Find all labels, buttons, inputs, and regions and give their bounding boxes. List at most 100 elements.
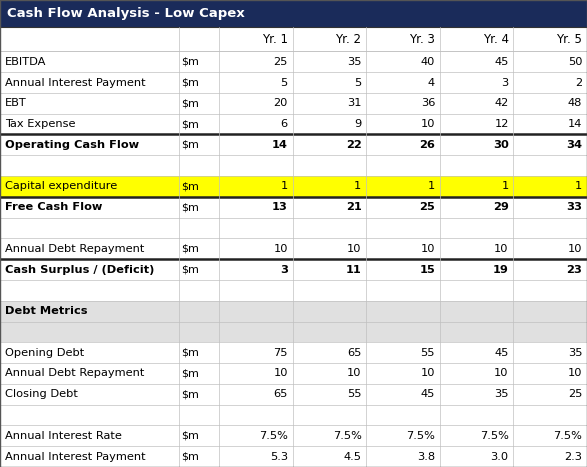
Text: 4.5: 4.5 [343,452,362,461]
Text: 7.5%: 7.5% [406,431,435,441]
Text: $m: $m [181,431,199,441]
Text: Annual Debt Repayment: Annual Debt Repayment [5,244,144,254]
Text: 35: 35 [494,389,509,399]
Text: Capital expenditure: Capital expenditure [5,182,117,191]
Text: Annual Debt Repayment: Annual Debt Repayment [5,368,144,378]
Text: 40: 40 [421,57,435,67]
Text: Debt Metrics: Debt Metrics [5,306,87,316]
Text: 7.5%: 7.5% [554,431,582,441]
Text: 1: 1 [428,182,435,191]
Text: Closing Debt: Closing Debt [5,389,77,399]
Text: $m: $m [181,140,199,150]
Text: Tax Expense: Tax Expense [5,119,75,129]
Bar [0,134,587,155]
Text: $m: $m [181,57,199,67]
Text: 10: 10 [420,119,435,129]
Text: 10: 10 [568,244,582,254]
Text: Free Cash Flow: Free Cash Flow [5,202,102,212]
Text: 10: 10 [347,368,362,378]
Text: 35: 35 [568,348,582,358]
Text: 10: 10 [274,368,288,378]
Text: 10: 10 [420,368,435,378]
Text: 3.8: 3.8 [417,452,435,461]
Text: $m: $m [181,389,199,399]
Text: 14: 14 [272,140,288,150]
Text: 11: 11 [346,265,362,275]
Text: 25: 25 [274,57,288,67]
Text: Opening Debt: Opening Debt [5,348,84,358]
Text: 5: 5 [354,78,362,87]
Text: 42: 42 [494,99,509,108]
Text: EBT: EBT [5,99,26,108]
Text: 9: 9 [354,119,362,129]
Text: 35: 35 [347,57,362,67]
Bar [0,322,587,342]
Bar [0,342,587,363]
Text: 31: 31 [347,99,362,108]
Text: EBITDA: EBITDA [5,57,46,67]
Text: 1: 1 [501,182,509,191]
Text: 45: 45 [494,57,509,67]
Text: 34: 34 [566,140,582,150]
Text: $m: $m [181,99,199,108]
Text: 65: 65 [274,389,288,399]
Text: 14: 14 [568,119,582,129]
Text: 4: 4 [428,78,435,87]
Text: 12: 12 [494,119,509,129]
Bar [0,176,587,197]
Text: 21: 21 [346,202,362,212]
Text: 10: 10 [347,244,362,254]
Bar [0,425,587,446]
Text: 6: 6 [281,119,288,129]
Text: $m: $m [181,78,199,87]
Text: 2: 2 [575,78,582,87]
Bar [0,363,587,384]
Text: 22: 22 [346,140,362,150]
Text: $m: $m [181,452,199,461]
Bar [0,280,587,301]
Text: 25: 25 [568,389,582,399]
Text: 2.3: 2.3 [564,452,582,461]
Text: 7.5%: 7.5% [259,431,288,441]
Bar [0,404,587,425]
Text: $m: $m [181,182,199,191]
Text: 5: 5 [281,78,288,87]
Text: 3: 3 [280,265,288,275]
Bar [0,218,587,239]
Text: 33: 33 [566,202,582,212]
Text: Operating Cash Flow: Operating Cash Flow [5,140,139,150]
Text: 45: 45 [494,348,509,358]
Bar [0,197,587,218]
Text: $m: $m [181,202,199,212]
Text: Cash Flow Analysis - Low Capex: Cash Flow Analysis - Low Capex [7,7,245,20]
Text: 7.5%: 7.5% [480,431,509,441]
Text: 10: 10 [494,368,509,378]
Text: 5.3: 5.3 [270,452,288,461]
Bar [0,27,587,51]
Text: Annual Interest Payment: Annual Interest Payment [5,452,146,461]
Text: 65: 65 [347,348,362,358]
Bar [0,301,587,322]
Bar [0,72,587,93]
Bar [0,0,587,27]
Text: $m: $m [181,244,199,254]
Text: $m: $m [181,368,199,378]
Text: 1: 1 [354,182,362,191]
Bar [0,384,587,404]
Text: 25: 25 [419,202,435,212]
Text: 10: 10 [568,368,582,378]
Text: 48: 48 [568,99,582,108]
Text: Annual Interest Rate: Annual Interest Rate [5,431,122,441]
Text: 10: 10 [274,244,288,254]
Text: 45: 45 [421,389,435,399]
Text: 75: 75 [274,348,288,358]
Bar [0,446,587,467]
Text: 1: 1 [575,182,582,191]
Text: 1: 1 [281,182,288,191]
Text: 29: 29 [493,202,509,212]
Text: 55: 55 [420,348,435,358]
Text: Yr. 1: Yr. 1 [262,33,288,46]
Text: Cash Surplus / (Deficit): Cash Surplus / (Deficit) [5,265,154,275]
Text: 30: 30 [493,140,509,150]
Bar [0,51,587,72]
